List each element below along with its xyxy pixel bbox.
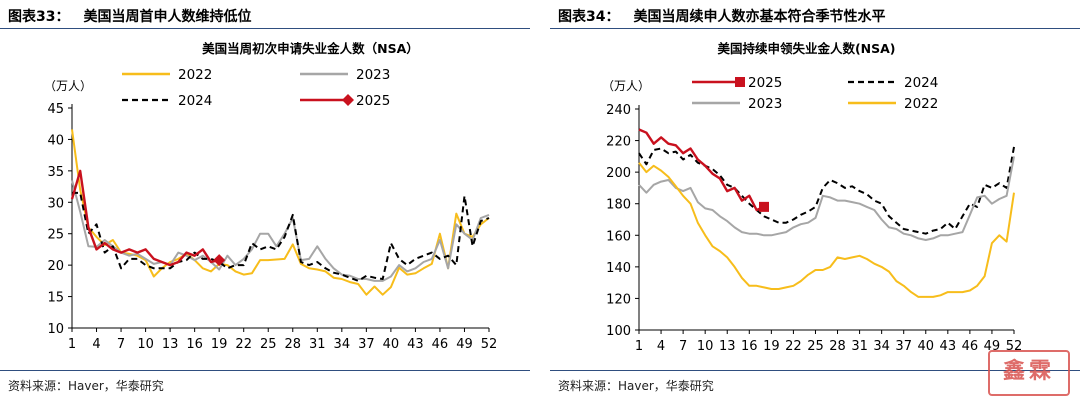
left-y-tick-label: 15 <box>47 291 64 306</box>
left-y-tick-label: 45 <box>47 102 64 117</box>
left-y-unit-label: （万人） <box>44 79 92 93</box>
right-figure-heading: 美国当周续申人数亦基本符合季节性水平 <box>633 9 886 25</box>
left-title-rule <box>0 28 530 29</box>
left-y-tick-label: 20 <box>47 259 64 274</box>
left-x-tick-label: 28 <box>284 337 301 352</box>
right-legend-2023-label: 2023 <box>748 96 782 112</box>
left-x-tick-label: 46 <box>432 337 449 352</box>
left-x-tick-label: 31 <box>309 337 326 352</box>
left-figure: 图表33： 美国当周首申人数维持低位 美国当周初次申请失业金人数（NSA） （万人）… <box>0 0 530 400</box>
right-x-tick-label: 19 <box>763 339 780 354</box>
right-y-tick-label: 220 <box>606 135 631 150</box>
left-x-tick-label: 40 <box>383 337 400 352</box>
left-x-tick-label: 43 <box>407 337 424 352</box>
right-x-tick-label: 28 <box>829 339 846 354</box>
left-figure-label: 图表33： <box>8 9 70 25</box>
left-y-tick-label: 30 <box>47 196 64 211</box>
right-x-tick-label: 1 <box>635 339 643 354</box>
left-chart-title: 美国当周初次申请失业金人数（NSA） <box>202 41 419 56</box>
right-y-tick-label: 200 <box>606 166 631 181</box>
left-series-2022-line <box>71 129 490 296</box>
left-x-tick-label: 22 <box>235 337 252 352</box>
right-x-tick-label: 7 <box>679 339 687 354</box>
left-x-tick-label: 1 <box>68 337 76 352</box>
left-legend-2025-marker <box>342 94 354 106</box>
left-figure-heading: 美国当周首申人数维持低位 <box>83 9 252 25</box>
left-x-tick-label: 10 <box>137 337 154 352</box>
right-y-tick-label: 240 <box>606 103 631 118</box>
left-series-2025-line <box>70 169 220 267</box>
left-y-tick-label: 25 <box>47 228 64 243</box>
right-figure-title: 图表34： 美国当周续申人数亦基本符合季节性水平 <box>558 6 885 26</box>
left-x-tick-label: 34 <box>334 337 351 352</box>
left-y-tick-label: 35 <box>47 165 64 180</box>
left-x-tick-label: 7 <box>117 337 125 352</box>
left-x-tick-label: 37 <box>358 337 375 352</box>
right-x-tick-label: 34 <box>873 339 890 354</box>
right-series-2025-line <box>638 128 765 212</box>
right-x-tick-label: 13 <box>719 339 736 354</box>
right-series-2023-line <box>638 156 1015 241</box>
left-y-tick-label: 10 <box>47 322 64 337</box>
right-source: 资料来源：Haver，华泰研究 <box>558 379 714 393</box>
right-figure: 图表34： 美国当周续申人数亦基本符合季节性水平 美国持续申领失业金人数(NSA)… <box>550 0 1080 400</box>
right-y-tick-label: 160 <box>606 229 631 244</box>
right-x-tick-label: 37 <box>895 339 912 354</box>
left-series-2025-end-marker <box>213 254 226 267</box>
watermark-stamp: 鑫霖 <box>988 350 1070 396</box>
right-x-tick-label: 10 <box>697 339 714 354</box>
right-figure-label: 图表34： <box>558 9 620 25</box>
right-chart: 美国持续申领失业金人数(NSA)（万人）10012014016018020022… <box>602 41 1022 354</box>
right-y-tick-label: 100 <box>606 324 631 339</box>
left-source: 资料来源：Haver，华泰研究 <box>8 379 164 393</box>
right-legend-2022-label: 2022 <box>904 96 938 112</box>
right-x-tick-label: 46 <box>962 339 979 354</box>
right-legend-2024-label: 2024 <box>904 75 938 91</box>
left-legend-2025-label: 2025 <box>356 93 390 109</box>
left-bottom-rule <box>0 370 530 371</box>
right-legend-2025-label: 2025 <box>748 75 782 91</box>
right-series-2024-line <box>638 146 1015 235</box>
right-y-unit-label: （万人） <box>602 79 650 93</box>
right-title-rule <box>550 28 1080 29</box>
left-legend-2023-label: 2023 <box>356 67 390 83</box>
right-x-tick-label: 40 <box>917 339 934 354</box>
right-series-2025-end-marker <box>759 201 769 212</box>
left-legend-2024-label: 2024 <box>178 93 212 109</box>
right-x-tick-label: 31 <box>851 339 868 354</box>
left-x-tick-label: 49 <box>456 337 473 352</box>
left-x-tick-label: 19 <box>211 337 228 352</box>
right-y-tick-label: 180 <box>606 198 631 213</box>
right-y-tick-label: 140 <box>606 261 631 276</box>
left-x-tick-label: 4 <box>92 337 100 352</box>
left-series-2023-line <box>71 180 490 282</box>
right-legend-2025-marker <box>735 77 745 87</box>
right-y-tick-label: 120 <box>606 292 631 307</box>
right-x-tick-label: 25 <box>807 339 824 354</box>
left-x-tick-label: 25 <box>260 337 277 352</box>
right-series-2022-line <box>638 162 1015 298</box>
right-x-tick-label: 43 <box>940 339 957 354</box>
left-y-tick-label: 40 <box>47 133 64 148</box>
right-x-tick-label: 16 <box>741 339 758 354</box>
left-figure-title: 图表33： 美国当周首申人数维持低位 <box>8 6 251 26</box>
left-series-2024-line <box>72 191 490 282</box>
left-legend-2022-label: 2022 <box>178 67 212 83</box>
right-chart-title: 美国持续申领失业金人数(NSA) <box>717 41 895 56</box>
right-bottom-rule <box>550 370 1080 371</box>
right-x-tick-label: 22 <box>785 339 802 354</box>
left-x-tick-label: 16 <box>186 337 203 352</box>
right-x-tick-label: 4 <box>657 339 665 354</box>
left-x-tick-label: 52 <box>481 337 498 352</box>
left-x-tick-label: 13 <box>162 337 179 352</box>
